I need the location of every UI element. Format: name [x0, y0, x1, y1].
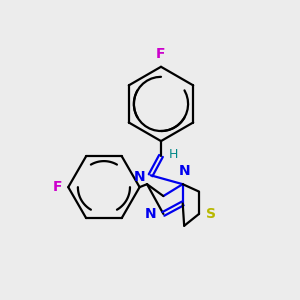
Text: N: N [134, 170, 145, 184]
Text: F: F [156, 47, 166, 61]
Text: H: H [168, 148, 178, 161]
Text: N: N [144, 207, 156, 221]
Text: N: N [178, 164, 190, 178]
Text: F: F [53, 180, 62, 194]
Text: S: S [206, 207, 216, 221]
